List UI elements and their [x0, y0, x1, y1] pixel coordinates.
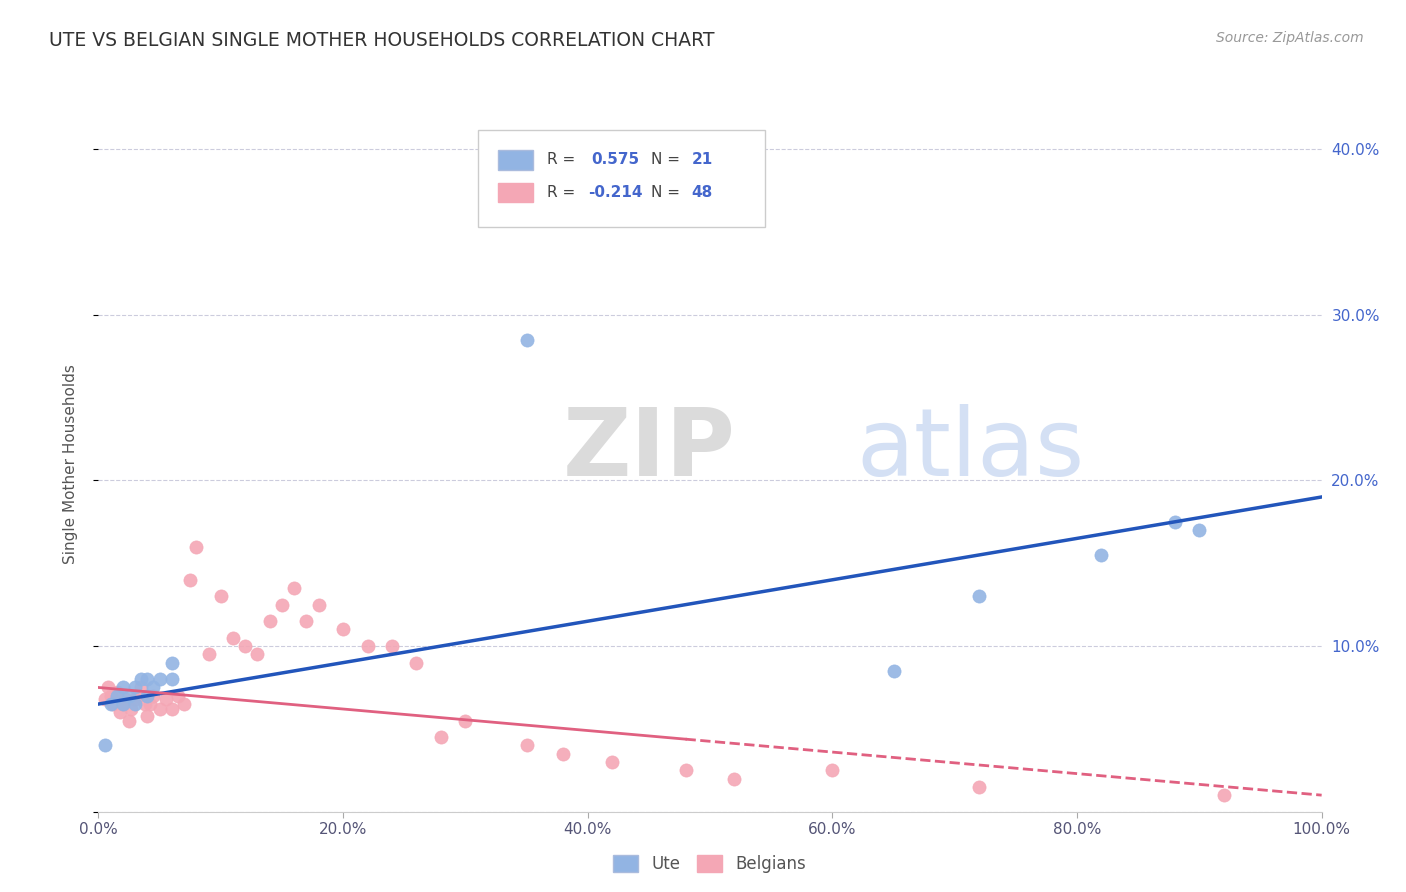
Point [186, 540, 208, 554]
Point [246, 648, 269, 662]
Point [139, 697, 162, 711]
Point [127, 689, 149, 703]
Point [283, 581, 305, 595]
Point [105, 689, 128, 703]
Point [97, 681, 120, 695]
FancyBboxPatch shape [478, 130, 765, 227]
Point [134, 697, 156, 711]
Text: N =: N = [651, 153, 685, 168]
Text: 0.575: 0.575 [592, 153, 640, 168]
Point [155, 692, 177, 706]
Point [270, 598, 294, 612]
Text: 21: 21 [692, 153, 713, 168]
Point [295, 614, 318, 628]
Point [149, 672, 172, 686]
FancyBboxPatch shape [498, 183, 533, 202]
Y-axis label: Single Mother Households: Single Mother Households [63, 364, 77, 564]
Point [93, 692, 115, 706]
Point [1164, 515, 1187, 529]
Point [111, 697, 134, 711]
Point [332, 623, 354, 637]
Text: N =: N = [651, 185, 685, 200]
Point [197, 648, 219, 662]
Point [454, 714, 477, 728]
Point [222, 631, 245, 645]
Text: 48: 48 [692, 185, 713, 200]
Point [120, 702, 142, 716]
Point [101, 697, 124, 711]
Text: -0.214: -0.214 [588, 185, 643, 200]
Point [1188, 523, 1211, 537]
Point [209, 590, 232, 604]
Point [124, 681, 146, 695]
Point [142, 689, 165, 703]
Point [553, 747, 575, 761]
Point [967, 590, 990, 604]
Text: UTE VS BELGIAN SINGLE MOTHER HOUSEHOLDS CORRELATION CHART: UTE VS BELGIAN SINGLE MOTHER HOUSEHOLDS … [49, 31, 714, 50]
Point [105, 685, 128, 699]
Point [405, 656, 427, 670]
Point [149, 702, 172, 716]
Point [136, 689, 159, 703]
Point [883, 664, 905, 678]
Point [118, 714, 141, 728]
Point [821, 764, 844, 778]
Text: Source: ZipAtlas.com: Source: ZipAtlas.com [1216, 31, 1364, 45]
Point [100, 689, 122, 703]
Text: R =: R = [547, 153, 581, 168]
Point [173, 697, 195, 711]
Point [111, 697, 134, 711]
Text: R =: R = [547, 185, 581, 200]
Point [1212, 788, 1234, 802]
Point [356, 639, 378, 653]
Point [100, 697, 122, 711]
Point [967, 780, 990, 794]
Point [515, 333, 537, 347]
Text: ZIP: ZIP [564, 404, 737, 496]
Point [93, 739, 115, 753]
Point [114, 692, 136, 706]
Point [1090, 548, 1112, 562]
Point [160, 672, 183, 686]
Point [129, 672, 152, 686]
Point [124, 697, 146, 711]
Point [179, 573, 201, 587]
FancyBboxPatch shape [498, 150, 533, 169]
Legend: Ute, Belgians: Ute, Belgians [607, 848, 813, 880]
Point [142, 681, 165, 695]
Point [515, 739, 537, 753]
Point [167, 689, 190, 703]
Point [160, 656, 183, 670]
Point [110, 706, 132, 720]
Point [124, 692, 146, 706]
Point [600, 755, 623, 769]
Point [430, 730, 453, 744]
Point [111, 681, 134, 695]
Point [259, 614, 281, 628]
Point [308, 598, 330, 612]
Point [160, 702, 183, 716]
Point [233, 639, 256, 653]
Point [136, 672, 159, 686]
Point [675, 764, 697, 778]
Point [118, 689, 141, 703]
Point [136, 708, 159, 723]
Point [723, 772, 745, 786]
Text: atlas: atlas [856, 404, 1085, 496]
Point [381, 639, 404, 653]
Point [129, 681, 152, 695]
